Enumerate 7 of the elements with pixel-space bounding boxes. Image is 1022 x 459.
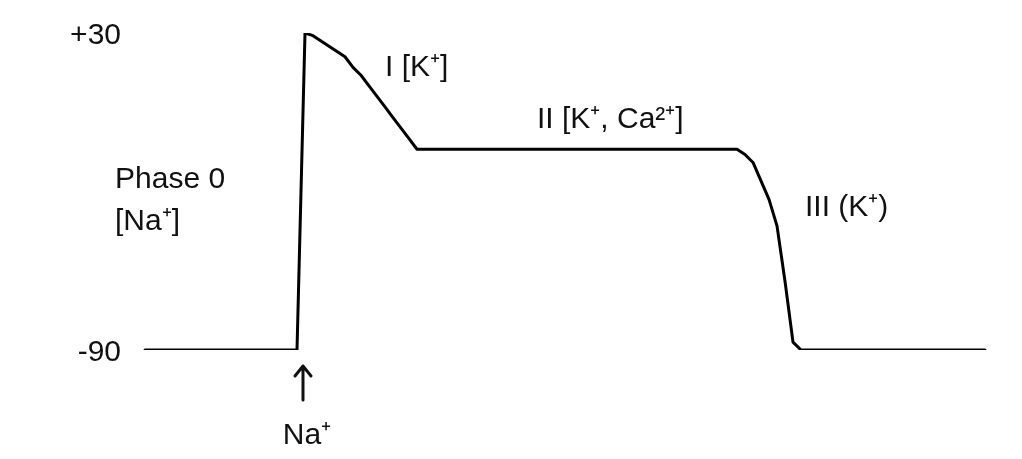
annotation: III (K⁺)	[805, 189, 889, 222]
annotation: II [K⁺, Ca²⁺]	[537, 101, 684, 134]
text: Na⁺	[282, 417, 332, 450]
y-tick-label: -90	[77, 333, 121, 367]
annotation: I [K⁺]	[385, 49, 449, 82]
annotation: Phase 0 [Na⁺]	[115, 161, 226, 236]
y-tick-label: +30	[70, 16, 121, 50]
